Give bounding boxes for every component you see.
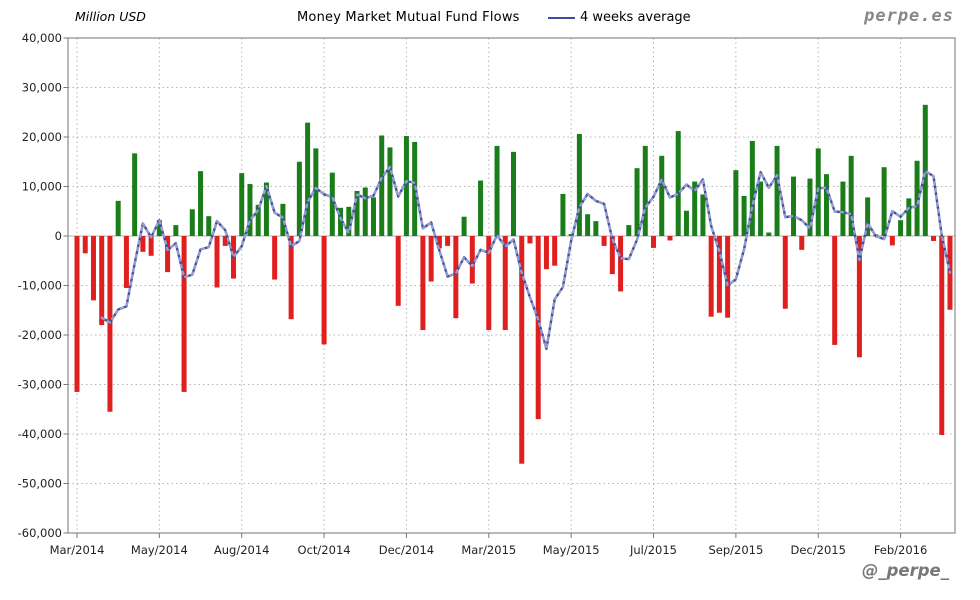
legend-label: 4 weeks average xyxy=(580,10,691,25)
svg-text:Oct/2014: Oct/2014 xyxy=(298,543,351,557)
svg-text:-20,000: -20,000 xyxy=(18,328,62,342)
svg-text:Dec/2014: Dec/2014 xyxy=(379,543,434,557)
weekly-flow-bars xyxy=(74,104,953,464)
brand-logo: perpe.es xyxy=(864,6,954,26)
svg-text:Mar/2015: Mar/2015 xyxy=(461,543,516,557)
svg-text:Aug/2014: Aug/2014 xyxy=(214,543,270,557)
svg-text:-60,000: -60,000 xyxy=(18,526,62,540)
svg-text:Jul/2015: Jul/2015 xyxy=(629,543,677,557)
svg-text:10,000: 10,000 xyxy=(22,180,62,194)
svg-text:30,000: 30,000 xyxy=(22,81,62,95)
y-grid-and-labels: 40,000 30,000 20,000 10,000 0 -10,000 -20,000 -… xyxy=(18,31,955,540)
svg-text:Feb/2016: Feb/2016 xyxy=(874,543,928,557)
svg-text:-40,000: -40,000 xyxy=(18,427,62,441)
twitter-handle: @_perpe_ xyxy=(861,561,949,580)
legend-line-swatch xyxy=(548,17,575,19)
y-axis-units-label: Million USD xyxy=(75,9,146,24)
svg-text:Dec/2015: Dec/2015 xyxy=(791,543,846,557)
four-week-average-line xyxy=(100,165,952,351)
svg-text:Mar/2014: Mar/2014 xyxy=(50,543,105,557)
svg-text:40,000: 40,000 xyxy=(22,31,62,45)
svg-text:20,000: 20,000 xyxy=(22,130,62,144)
svg-text:-30,000: -30,000 xyxy=(18,378,62,392)
chart-title: Money Market Mutual Fund Flows xyxy=(297,10,520,25)
legend: 4 weeks average xyxy=(548,10,691,25)
plot-border xyxy=(67,37,956,534)
svg-text:Sep/2015: Sep/2015 xyxy=(708,543,763,557)
svg-text:-50,000: -50,000 xyxy=(18,477,62,491)
svg-text:May/2014: May/2014 xyxy=(131,543,188,557)
svg-text:May/2015: May/2015 xyxy=(543,543,600,557)
svg-text:-10,000: -10,000 xyxy=(18,279,62,293)
x-grid-and-labels: Mar/2014 May/2014 Aug/2014 Oct/2014 Dec/2014… xyxy=(50,38,928,557)
svg-text:0: 0 xyxy=(55,229,62,243)
